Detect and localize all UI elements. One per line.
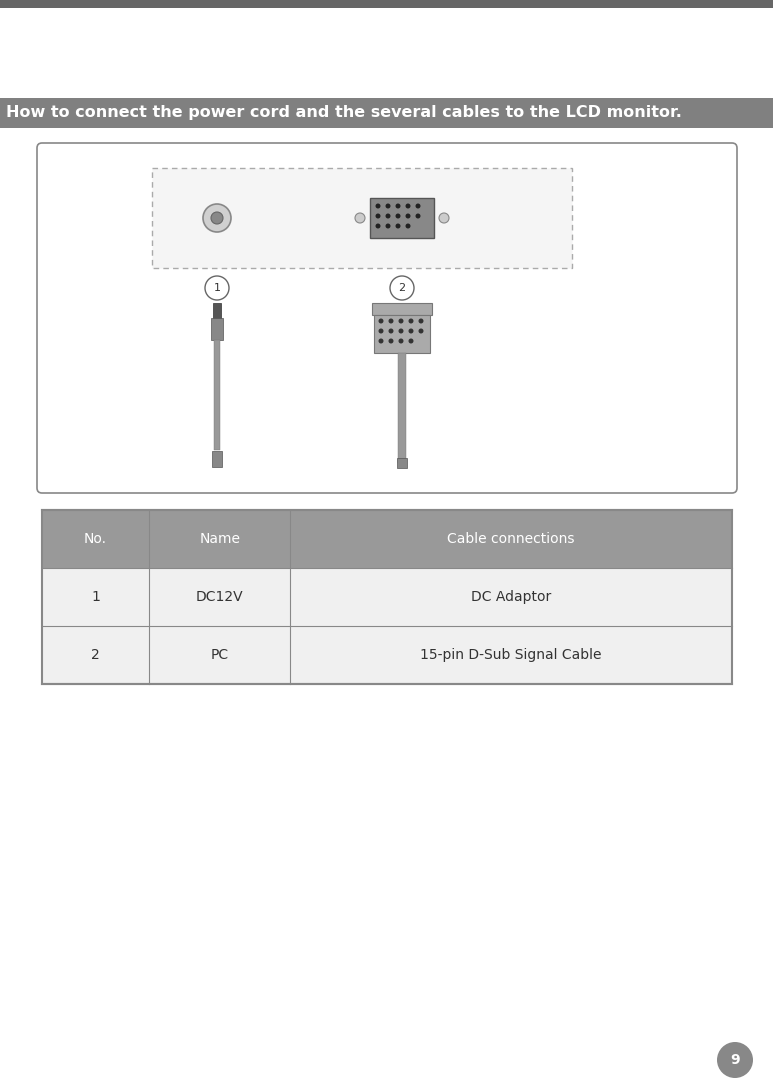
Text: Name: Name: [199, 532, 240, 546]
Bar: [0, 98, 773, 128]
Circle shape: [408, 319, 414, 323]
Text: 15-pin D-Sub Signal Cable: 15-pin D-Sub Signal Cable: [421, 648, 602, 662]
Circle shape: [386, 213, 390, 219]
Circle shape: [418, 319, 424, 323]
Circle shape: [399, 329, 404, 334]
Bar: [42, 510, 732, 568]
Bar: [42, 510, 732, 684]
Bar: [213, 302, 221, 321]
Bar: [0, 0, 773, 8]
Circle shape: [396, 203, 400, 209]
Bar: [214, 339, 220, 450]
Circle shape: [396, 223, 400, 228]
Circle shape: [389, 329, 393, 334]
Bar: [370, 198, 434, 238]
Text: PC: PC: [210, 648, 229, 662]
Text: DC Adaptor: DC Adaptor: [471, 590, 551, 604]
Circle shape: [205, 276, 229, 300]
Circle shape: [416, 213, 421, 219]
Bar: [42, 626, 732, 684]
Bar: [211, 318, 223, 339]
Circle shape: [355, 213, 365, 223]
Circle shape: [376, 203, 380, 209]
Circle shape: [717, 1042, 753, 1078]
Circle shape: [416, 203, 421, 209]
Circle shape: [439, 213, 449, 223]
Circle shape: [379, 338, 383, 344]
Circle shape: [386, 203, 390, 209]
Bar: [152, 168, 572, 268]
Circle shape: [390, 276, 414, 300]
Circle shape: [406, 213, 410, 219]
Circle shape: [389, 338, 393, 344]
FancyBboxPatch shape: [37, 143, 737, 493]
Text: 2: 2: [398, 283, 406, 293]
Circle shape: [386, 223, 390, 228]
Text: DC12V: DC12V: [196, 590, 243, 604]
Circle shape: [379, 319, 383, 323]
Circle shape: [376, 213, 380, 219]
Circle shape: [406, 203, 410, 209]
Text: No.: No.: [84, 532, 107, 546]
Circle shape: [408, 329, 414, 334]
Circle shape: [406, 223, 410, 228]
Circle shape: [418, 329, 424, 334]
Circle shape: [203, 205, 231, 232]
Bar: [397, 458, 407, 468]
Text: 1: 1: [213, 283, 220, 293]
Circle shape: [408, 338, 414, 344]
Bar: [212, 452, 222, 467]
Bar: [374, 316, 430, 353]
Circle shape: [389, 319, 393, 323]
Text: Cable connections: Cable connections: [448, 532, 575, 546]
Circle shape: [399, 319, 404, 323]
Bar: [42, 568, 732, 626]
Text: How to connect the power cord and the several cables to the LCD monitor.: How to connect the power cord and the se…: [6, 106, 682, 121]
Bar: [398, 353, 406, 463]
Circle shape: [396, 213, 400, 219]
Bar: [372, 302, 432, 316]
Text: 1: 1: [91, 590, 100, 604]
Text: 2: 2: [91, 648, 100, 662]
Circle shape: [399, 338, 404, 344]
Circle shape: [376, 223, 380, 228]
Text: 9: 9: [730, 1053, 740, 1067]
Circle shape: [379, 329, 383, 334]
Circle shape: [211, 212, 223, 224]
